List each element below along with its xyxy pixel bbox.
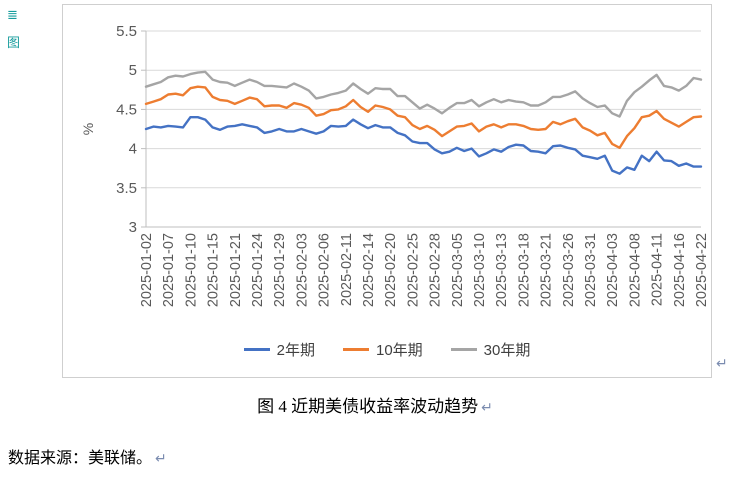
svg-text:3: 3 <box>129 219 137 236</box>
legend-label: 2年期 <box>276 342 315 359</box>
svg-text:4.5: 4.5 <box>116 101 137 118</box>
paragraph-mark: ↵ <box>716 356 728 372</box>
legend-label: 10年期 <box>375 342 423 359</box>
svg-text:2025-03-18: 2025-03-18 <box>516 233 532 307</box>
svg-text:2025-02-28: 2025-02-28 <box>428 233 444 307</box>
svg-text:2025-03-13: 2025-03-13 <box>494 233 510 307</box>
svg-text:2025-03-10: 2025-03-10 <box>472 233 488 307</box>
legend-item-2[interactable]: 30年期 <box>450 339 531 360</box>
svg-text:2025-01-10: 2025-01-10 <box>183 233 199 307</box>
svg-text:2025-03-26: 2025-03-26 <box>561 233 577 307</box>
data-source-text: 数据来源：美联储。 <box>8 450 153 467</box>
svg-text:2025-02-25: 2025-02-25 <box>405 233 421 307</box>
margin-comment-icon[interactable]: ≣ <box>7 7 18 22</box>
legend-item-0[interactable]: 2年期 <box>243 339 315 360</box>
svg-text:3.5: 3.5 <box>116 180 137 197</box>
paragraph-mark: ↵ <box>155 451 167 467</box>
svg-text:2025-04-11: 2025-04-11 <box>650 233 666 306</box>
legend-line-swatch <box>243 348 270 351</box>
svg-text:5.5: 5.5 <box>116 23 137 40</box>
margin-image-icon[interactable]: 图 <box>7 35 21 50</box>
figure-caption: 图 4 近期美债收益率波动趋势 ↵ <box>0 392 750 417</box>
paragraph-mark: ↵ <box>481 400 493 416</box>
svg-text:2025-02-03: 2025-02-03 <box>294 233 310 307</box>
figure-caption-text: 图 4 近期美债收益率波动趋势 <box>257 397 479 416</box>
svg-text:%: % <box>80 123 96 135</box>
svg-text:2025-03-05: 2025-03-05 <box>450 233 466 307</box>
svg-text:2025-01-15: 2025-01-15 <box>206 233 222 307</box>
svg-text:2025-02-06: 2025-02-06 <box>317 233 333 307</box>
svg-text:5: 5 <box>129 62 137 79</box>
svg-text:2025-04-08: 2025-04-08 <box>627 233 643 307</box>
svg-text:2025-02-11: 2025-02-11 <box>339 233 355 306</box>
legend-line-swatch <box>342 348 369 351</box>
svg-text:2025-04-22: 2025-04-22 <box>694 233 710 307</box>
chart-legend: 2年期 10年期 30年期 <box>63 339 711 360</box>
svg-text:2025-02-14: 2025-02-14 <box>361 233 377 307</box>
svg-text:2025-04-03: 2025-04-03 <box>605 233 621 307</box>
legend-label: 30年期 <box>483 342 531 359</box>
svg-text:2025-04-16: 2025-04-16 <box>672 233 688 307</box>
svg-text:4: 4 <box>129 141 137 158</box>
svg-text:2025-01-07: 2025-01-07 <box>161 233 177 307</box>
yield-chart[interactable]: 5.5 5 4.5 4 3.5 3 2025-01-02 2025-01-07 2025-01-… <box>62 4 712 378</box>
data-source-note: 数据来源：美联储。 ↵ <box>8 444 167 468</box>
legend-item-1[interactable]: 10年期 <box>342 339 423 360</box>
svg-text:2025-03-31: 2025-03-31 <box>583 233 599 307</box>
svg-text:2025-01-21: 2025-01-21 <box>228 233 244 307</box>
svg-text:2025-03-21: 2025-03-21 <box>539 233 555 307</box>
legend-line-swatch <box>450 348 477 351</box>
svg-text:2025-02-20: 2025-02-20 <box>383 233 399 307</box>
svg-text:2025-01-02: 2025-01-02 <box>139 233 155 307</box>
svg-text:2025-01-24: 2025-01-24 <box>250 233 266 307</box>
svg-text:2025-01-29: 2025-01-29 <box>272 233 288 307</box>
